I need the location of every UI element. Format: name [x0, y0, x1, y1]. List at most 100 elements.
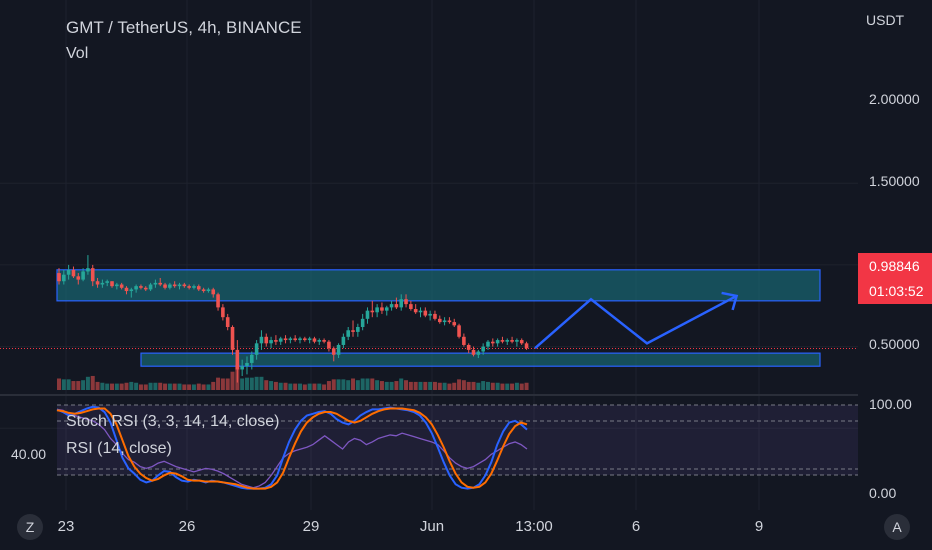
volume-bar: [124, 383, 128, 390]
candle: [168, 285, 172, 288]
volume-bar: [173, 384, 177, 390]
candle: [269, 340, 273, 343]
candle: [154, 283, 158, 285]
volume-bar: [206, 384, 210, 390]
candle: [419, 311, 423, 313]
candle: [289, 338, 293, 340]
volume-bar: [211, 382, 215, 390]
volume-bar: [255, 377, 259, 390]
candle: [260, 337, 264, 344]
volume-bar: [332, 379, 336, 390]
volume-bar: [457, 379, 461, 390]
candle: [298, 338, 302, 340]
candle: [308, 338, 312, 340]
candle: [192, 286, 196, 288]
volume-bar: [341, 379, 345, 390]
volume-bar: [467, 382, 471, 390]
candle: [216, 294, 220, 307]
volume-bar: [158, 383, 162, 390]
volume-bar: [149, 383, 153, 390]
volume-bar: [370, 379, 374, 391]
volume-bar: [337, 379, 341, 390]
volume-bar: [423, 382, 427, 390]
candle: [515, 340, 519, 342]
candle: [457, 325, 461, 336]
candle: [245, 363, 249, 366]
candle: [81, 271, 85, 279]
candle: [467, 345, 471, 350]
volume-bar: [81, 380, 85, 390]
volume-bar: [472, 382, 476, 390]
volume-bar: [505, 384, 509, 390]
candle: [477, 352, 481, 355]
candle: [197, 286, 201, 289]
volume-bar: [250, 378, 254, 390]
candle: [404, 299, 408, 304]
volume-bar: [288, 384, 292, 390]
time-tick: 23: [58, 518, 75, 535]
volume-bar: [317, 384, 321, 390]
symbol-title[interactable]: GMT / TetherUS, 4h, BINANCE: [66, 18, 302, 38]
candle: [346, 330, 350, 337]
volume-bar: [496, 383, 500, 390]
candle: [274, 340, 278, 342]
volume-label[interactable]: Vol: [66, 45, 88, 63]
volume-bar: [500, 384, 504, 390]
volume-bar: [510, 384, 514, 390]
volume-bar: [231, 372, 235, 390]
volume-bar: [486, 382, 490, 390]
volume-bar: [153, 383, 157, 390]
volume-bar: [226, 379, 230, 391]
stoch-rsi-label[interactable]: Stoch RSI (3, 3, 14, 14, close): [66, 413, 279, 431]
currency-label[interactable]: USDT: [866, 12, 904, 28]
volume-bar: [76, 381, 80, 390]
volume-bar: [245, 378, 249, 390]
auto-scale-button[interactable]: A: [884, 514, 910, 540]
candle: [231, 327, 235, 350]
volume-bar: [433, 382, 437, 390]
price-tick: 1.50000: [869, 173, 920, 189]
candle: [110, 281, 114, 286]
time-tick: 29: [303, 518, 320, 535]
candle: [207, 289, 211, 291]
candle: [428, 314, 432, 316]
candle: [510, 340, 514, 342]
zoom-toggle-button[interactable]: Z: [17, 514, 43, 540]
candle: [351, 330, 355, 332]
volume-bar: [221, 379, 225, 391]
volume-bar: [139, 384, 143, 390]
volume-bar: [409, 382, 413, 390]
volume-bar: [168, 384, 172, 390]
volume-bar: [308, 384, 312, 390]
volume-bar: [452, 383, 456, 390]
candle: [221, 307, 225, 317]
candle: [183, 285, 187, 287]
volume-bar: [279, 383, 283, 390]
candle: [173, 285, 177, 287]
volume-bar: [115, 384, 119, 390]
volume-bar: [264, 380, 268, 390]
volume-bar: [404, 380, 408, 390]
candle: [385, 307, 389, 310]
volume-bar: [322, 384, 326, 390]
candle: [163, 285, 167, 288]
volume-bar: [419, 382, 423, 390]
candle: [303, 338, 307, 340]
candle: [486, 342, 490, 347]
candle: [433, 314, 437, 319]
time-tick: 13:00: [515, 518, 553, 535]
candle: [452, 322, 456, 325]
candle: [332, 348, 336, 355]
demand-zone[interactable]: [141, 353, 820, 366]
candle: [134, 286, 138, 289]
volume-bar: [216, 378, 220, 390]
volume-bar: [491, 383, 495, 390]
candle: [284, 338, 288, 340]
candle: [337, 345, 341, 355]
candle: [264, 337, 268, 344]
rsi-label[interactable]: RSI (14, close): [66, 440, 172, 458]
volume-bar: [274, 382, 278, 390]
candle: [57, 273, 61, 281]
candle: [139, 286, 143, 288]
